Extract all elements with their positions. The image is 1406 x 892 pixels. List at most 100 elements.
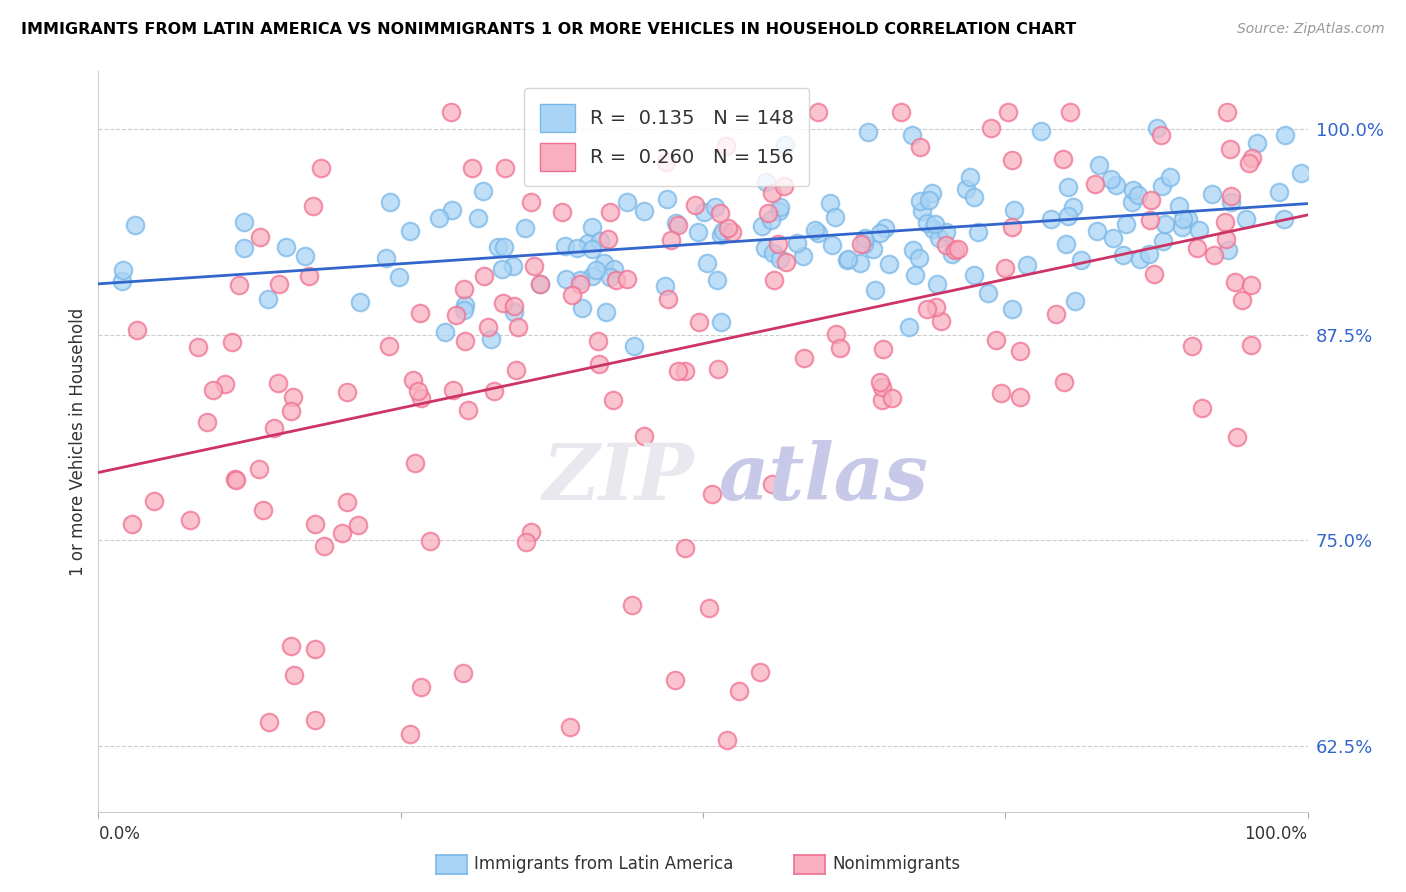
Point [1223, 275, 1246, 289]
Point [807, 105, 830, 120]
Point [655, 192, 678, 206]
Point [761, 186, 783, 200]
Point [440, 203, 463, 218]
Point [955, 182, 977, 196]
Point [880, 391, 903, 405]
Point [761, 246, 783, 260]
Point [756, 206, 779, 220]
Point [761, 476, 783, 491]
Point [443, 384, 465, 398]
Point [980, 120, 1002, 135]
Point [605, 272, 627, 286]
Point [404, 456, 426, 470]
Point [633, 429, 655, 443]
Point [124, 218, 146, 232]
Point [1010, 344, 1032, 359]
Point [561, 288, 583, 302]
Point [1170, 219, 1192, 234]
Point [1054, 236, 1077, 251]
Point [890, 105, 912, 120]
Point [773, 178, 796, 193]
Text: IMMIGRANTS FROM LATIN AMERICA VS NONIMMIGRANTS 1 OR MORE VEHICLES IN HOUSEHOLD C: IMMIGRANTS FROM LATIN AMERICA VS NONIMMI… [21, 22, 1077, 37]
Point [633, 203, 655, 218]
Point [1240, 338, 1263, 352]
Point [755, 175, 778, 189]
Point [588, 357, 610, 371]
Point [748, 665, 770, 680]
Point [402, 373, 425, 387]
Point [1057, 209, 1080, 223]
Point [503, 304, 526, 318]
Point [1215, 215, 1237, 229]
Point [576, 235, 599, 250]
Point [515, 534, 537, 549]
Point [503, 299, 526, 313]
Point [1234, 211, 1257, 226]
Point [451, 665, 474, 680]
Point [111, 274, 134, 288]
Point [820, 238, 842, 252]
Point [925, 300, 948, 314]
Point [247, 461, 270, 475]
Point [921, 186, 943, 200]
Point [716, 139, 738, 153]
Point [399, 224, 422, 238]
Point [1070, 253, 1092, 268]
Point [1002, 203, 1025, 218]
Point [419, 533, 441, 548]
Point [1126, 187, 1149, 202]
Point [454, 298, 477, 312]
Point [479, 332, 502, 346]
Point [917, 194, 939, 208]
Point [1008, 390, 1031, 404]
Point [399, 727, 422, 741]
Point [929, 313, 952, 327]
Point [703, 200, 725, 214]
Point [830, 342, 852, 356]
Point [529, 277, 551, 291]
Point [599, 270, 621, 285]
Point [492, 296, 515, 310]
Point [870, 393, 893, 408]
Text: ZIP: ZIP [543, 441, 695, 516]
Point [457, 403, 479, 417]
Point [1115, 217, 1137, 231]
Point [941, 247, 963, 261]
Point [1085, 225, 1108, 239]
Point [711, 224, 734, 238]
Point [759, 212, 782, 227]
Point [911, 203, 934, 218]
Point [179, 513, 201, 527]
Point [775, 137, 797, 152]
Point [804, 223, 827, 237]
Point [599, 205, 621, 219]
Point [593, 256, 616, 270]
Point [910, 140, 932, 154]
Point [491, 262, 513, 277]
Point [858, 125, 880, 139]
Text: 0.0%: 0.0% [98, 825, 141, 843]
Point [585, 263, 607, 277]
Point [1202, 248, 1225, 262]
Point [433, 326, 456, 340]
Point [700, 487, 723, 501]
Point [298, 269, 321, 284]
Point [581, 269, 603, 284]
Point [304, 713, 326, 727]
Point [1150, 128, 1173, 142]
Point [1001, 153, 1024, 168]
Point [554, 272, 576, 286]
Point [990, 385, 1012, 400]
Point [121, 516, 143, 531]
Point [472, 184, 495, 198]
Point [904, 268, 927, 283]
Point [221, 334, 243, 349]
Point [994, 261, 1017, 276]
Point [1219, 142, 1241, 156]
Point [550, 204, 572, 219]
Point [1187, 223, 1209, 237]
Point [467, 211, 489, 225]
Point [769, 200, 792, 214]
Point [1040, 212, 1063, 227]
Point [1137, 247, 1160, 261]
